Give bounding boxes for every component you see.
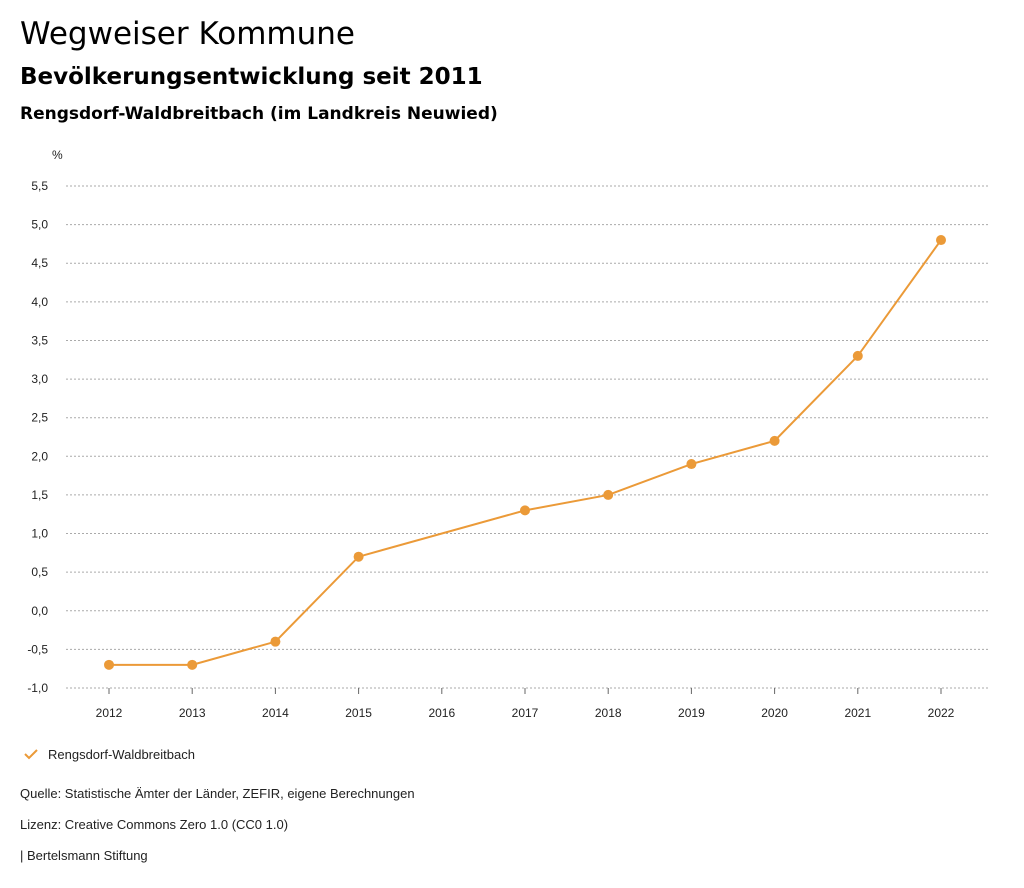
y-tick-label: 0,5 (31, 565, 48, 579)
data-point[interactable] (270, 636, 281, 647)
data-point[interactable] (520, 505, 530, 516)
y-tick-label: 3,0 (31, 372, 48, 386)
y-tick-label: 1,0 (31, 527, 48, 541)
data-point[interactable] (686, 459, 697, 470)
chart-title: Wegweiser Kommune (20, 16, 355, 52)
region-label: Rengsdorf-Waldbreitbach (im Landkreis Ne… (20, 104, 498, 124)
data-point[interactable] (187, 659, 198, 670)
x-tick-label: 2018 (595, 706, 622, 720)
y-tick-label: 5,5 (31, 179, 48, 193)
x-tick-label: 2016 (428, 706, 455, 720)
x-tick-label: 2021 (844, 706, 871, 720)
x-axis: 2012 2013 2014 2015 2016 2017 2018 2019 2020 2021… (96, 688, 955, 720)
data-point[interactable] (852, 350, 863, 361)
source-note: Quelle: Statistische Ämter der Länder, Z… (20, 786, 415, 801)
data-point[interactable] (769, 435, 780, 446)
y-tick-label: 3,5 (31, 333, 48, 347)
grid-lines (66, 185, 990, 689)
y-tick-label: 1,5 (31, 488, 48, 502)
line-chart: % 5,5 5,0 4,5 4,0 3,5 3,0 2,5 2,0 1,5 1,0 0,5 0,0 -0… (27, 148, 990, 720)
y-tick-label: 2,5 (31, 411, 48, 425)
x-tick-label: 2020 (761, 706, 788, 720)
legend-item[interactable]: Rengsdorf-Waldbreitbach (22, 745, 195, 763)
x-tick-label: 2012 (96, 706, 123, 720)
x-tick-label: 2014 (262, 706, 289, 720)
series-group (104, 235, 946, 670)
data-point[interactable] (104, 659, 114, 670)
check-icon (24, 749, 38, 760)
chart-subtitle: Bevölkerungsentwicklung seit 2011 (20, 64, 483, 90)
y-tick-label: 4,5 (31, 256, 48, 270)
y-tick-label: 5,0 (31, 218, 48, 232)
y-tick-label: 4,0 (31, 295, 48, 309)
license-note: Lizenz: Creative Commons Zero 1.0 (CC0 1… (20, 817, 289, 832)
y-tick-label: 2,0 (31, 449, 48, 463)
data-point[interactable] (603, 489, 614, 500)
y-unit-label: % (52, 148, 63, 162)
data-point[interactable] (936, 235, 946, 246)
legend-label: Rengsdorf-Waldbreitbach (48, 746, 195, 762)
data-point[interactable] (353, 551, 364, 562)
x-tick-label: 2022 (928, 706, 955, 720)
y-tick-label: -1,0 (27, 681, 48, 695)
x-tick-label: 2015 (345, 706, 372, 720)
y-axis: 5,5 5,0 4,5 4,0 3,5 3,0 2,5 2,0 1,5 1,0 0,5 0,0 -0,5… (27, 179, 48, 695)
y-tick-label: -0,5 (27, 642, 48, 656)
x-tick-label: 2017 (512, 706, 539, 720)
y-tick-label: 0,0 (31, 604, 48, 618)
x-tick-label: 2019 (678, 706, 705, 720)
x-tick-label: 2013 (179, 706, 206, 720)
credit-note: | Bertelsmann Stiftung (20, 848, 148, 863)
series-line (109, 239, 942, 666)
